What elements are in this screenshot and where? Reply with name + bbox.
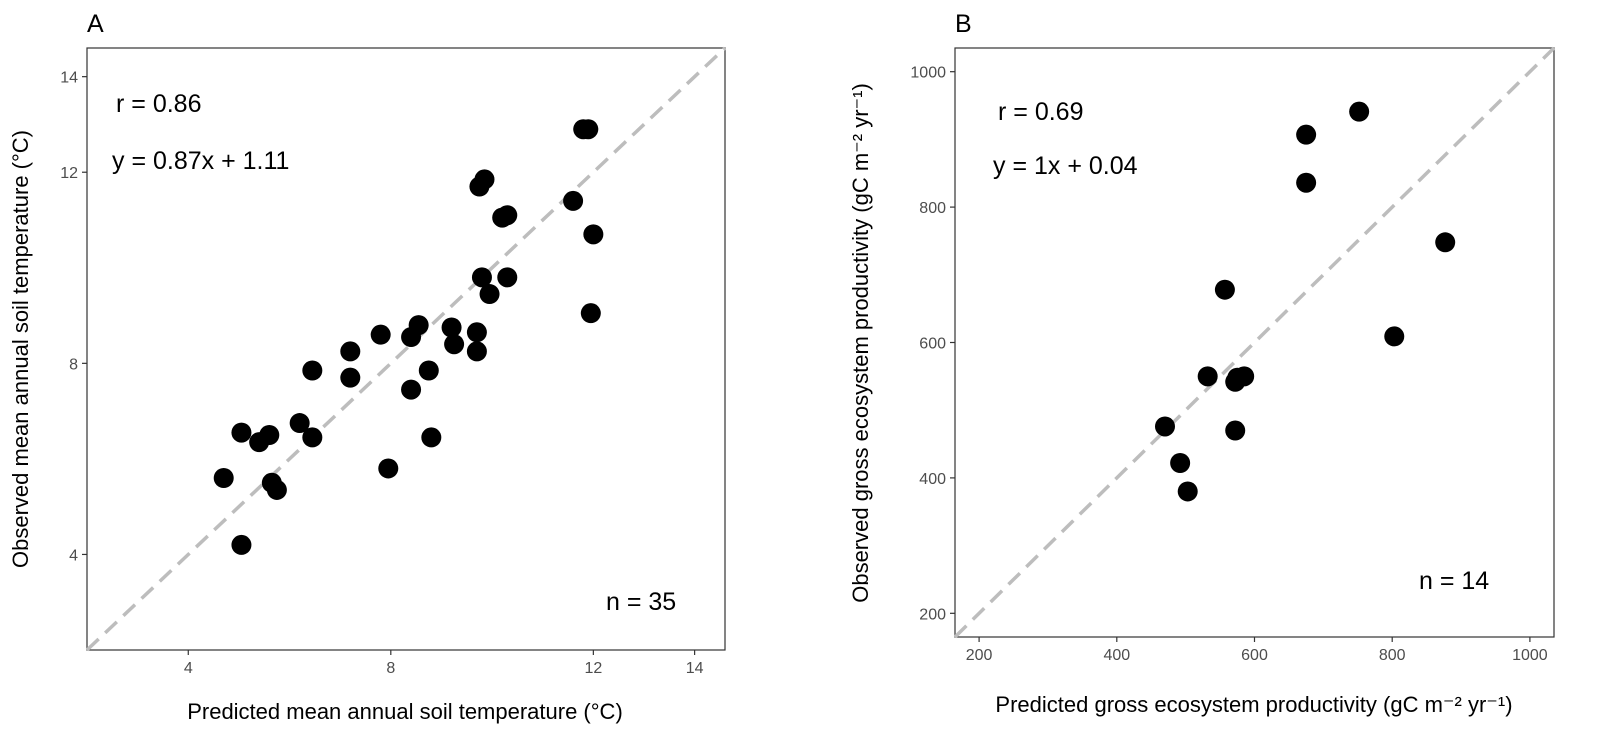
y-tick-label: 400 [919,471,946,488]
y-tick-label: 200 [919,606,946,623]
data-point [441,317,462,338]
panel-a: A 4 8 12 14 4 8 12 14 r = 0.86 y = 0.87x + 1.11… [8,10,727,724]
data-point [479,284,500,305]
panel-a-plot: 4 8 12 14 4 8 12 14 [60,46,727,677]
panel-b-reference-line [953,46,1556,639]
panel-b-n-annotation: n = 14 [1419,567,1489,595]
data-point [302,427,323,448]
panel-a-x-axis-title: Predicted mean annual soil temperature (… [187,699,623,724]
data-point [1154,416,1175,437]
x-tick-label: 400 [1103,647,1130,664]
panel-b-ticks: 200 400 600 800 1000 200 400 600 800 1000 [910,65,1547,664]
panel-b-label: B [955,10,972,38]
data-point [1384,326,1405,347]
data-point [444,334,465,355]
panel-a-frame [86,47,726,651]
data-point [289,413,310,434]
x-tick-label: 600 [1241,647,1268,664]
panel-b-r-annotation: r = 0.69 [998,98,1083,126]
panel-a-reference-line [85,46,727,652]
panel-b-points [1154,101,1456,502]
data-point [1349,101,1370,122]
y-tick-label: 12 [60,165,78,182]
data-point [231,534,252,555]
data-point [466,341,487,362]
panel-b: B 200 400 600 800 1000 200 400 600 800 1000 r = 0… [848,10,1556,717]
x-tick-label: 4 [184,660,193,677]
data-point [266,479,287,500]
panel-a-r-annotation: r = 0.86 [116,90,201,118]
panel-a-label: A [87,10,104,38]
panel-b-plot: 200 400 600 800 1000 200 400 600 800 1000 [910,46,1556,664]
x-tick-label: 200 [966,647,993,664]
data-point [340,341,361,362]
data-point [578,119,599,140]
data-point [497,205,518,226]
data-point [421,427,442,448]
data-point [340,367,361,388]
data-point [497,267,518,288]
panel-b-equation-annotation: y = 1x + 0.04 [993,152,1138,180]
data-point [471,267,492,288]
y-tick-label: 1000 [910,65,946,82]
data-point [1435,232,1456,253]
data-point [1225,420,1246,441]
data-point [583,224,604,245]
data-point [302,360,323,381]
y-tick-label: 600 [919,336,946,353]
panel-a-points [213,119,604,555]
data-point [474,169,495,190]
data-point [1234,366,1255,387]
panel-a-ticks: 4 8 12 14 4 8 12 14 [60,70,703,677]
y-tick-label: 8 [69,356,78,373]
data-point [1214,279,1235,300]
panel-b-y-axis-title: Observed gross ecosystem productivity (g… [848,83,873,603]
y-tick-label: 14 [60,70,78,87]
data-point [370,324,391,345]
data-point [1296,124,1317,145]
panel-b-x-axis-title: Predicted gross ecosystem productivity (… [995,692,1512,717]
data-point [231,422,252,443]
data-point [563,190,584,211]
x-tick-label: 14 [686,660,704,677]
x-tick-label: 800 [1379,647,1406,664]
data-point [418,360,439,381]
data-point [408,315,429,336]
data-point [1170,453,1191,474]
panel-a-n-annotation: n = 35 [606,588,676,616]
panel-a-equation-annotation: y = 0.87x + 1.11 [112,147,289,175]
x-tick-label: 1000 [1512,647,1548,664]
data-point [259,425,280,445]
data-point [1177,481,1198,502]
data-point [213,468,234,488]
y-tick-label: 4 [69,547,78,564]
data-point [378,458,399,479]
x-tick-label: 8 [386,660,395,677]
x-tick-label: 12 [584,660,602,677]
panel-a-y-axis-title: Observed mean annual soil temperature (°… [8,130,33,568]
data-point [580,303,601,324]
data-point [466,322,487,343]
y-tick-label: 800 [919,200,946,217]
data-point [401,379,422,400]
data-point [1296,172,1317,193]
data-point [1197,366,1218,387]
